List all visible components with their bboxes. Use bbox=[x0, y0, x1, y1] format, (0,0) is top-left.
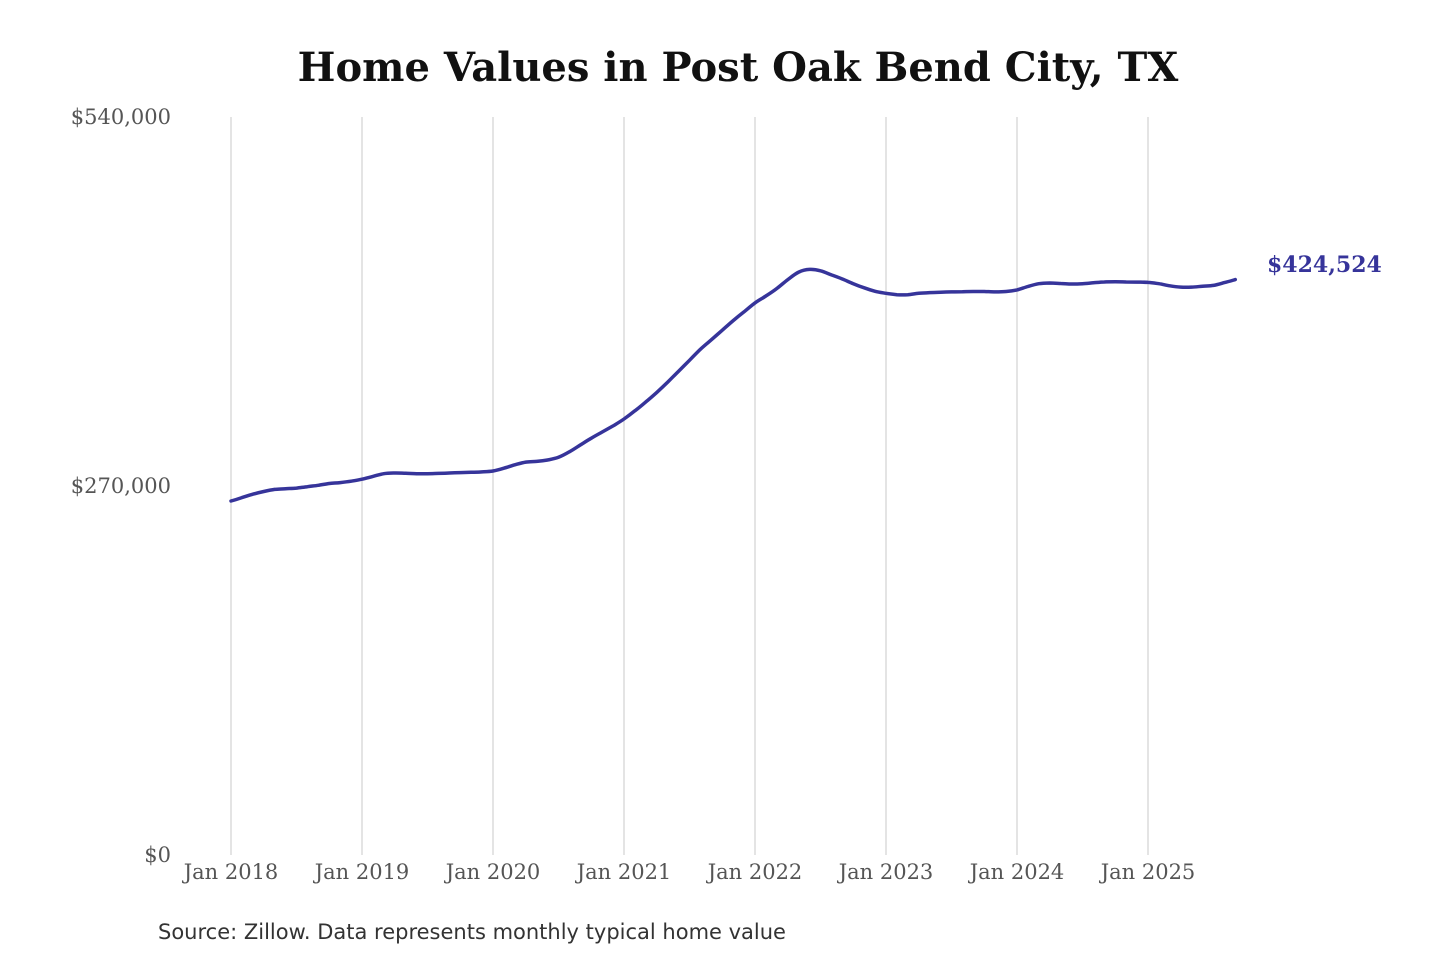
source-note: Source: Zillow. Data represents monthly … bbox=[158, 920, 786, 944]
y-tick-label: $270,000 bbox=[71, 474, 171, 498]
x-tick-label: Jan 2022 bbox=[706, 860, 803, 884]
x-tick-label: Jan 2019 bbox=[313, 860, 410, 884]
end-value-label: $424,524 bbox=[1267, 252, 1382, 278]
chart-title: Home Values in Post Oak Bend City, TX bbox=[298, 44, 1179, 91]
series-line bbox=[229, 267, 1238, 503]
x-tick-label: Jan 2018 bbox=[182, 860, 279, 884]
x-tick-label: Jan 2025 bbox=[1099, 860, 1196, 884]
x-tick-label: Jan 2023 bbox=[837, 860, 934, 884]
y-tick-label: $0 bbox=[144, 843, 171, 867]
y-axis-ticks: $0 $270,000 $540,000 bbox=[71, 105, 171, 867]
y-tick-label: $540,000 bbox=[71, 105, 171, 129]
x-tick-label: Jan 2024 bbox=[968, 860, 1065, 884]
x-tick-label: Jan 2020 bbox=[444, 860, 541, 884]
x-axis-ticks: Jan 2018 Jan 2019 Jan 2020 Jan 2021 Jan 2022… bbox=[182, 860, 1196, 884]
x-tick-label: Jan 2021 bbox=[575, 860, 672, 884]
gridlines bbox=[230, 117, 1149, 855]
